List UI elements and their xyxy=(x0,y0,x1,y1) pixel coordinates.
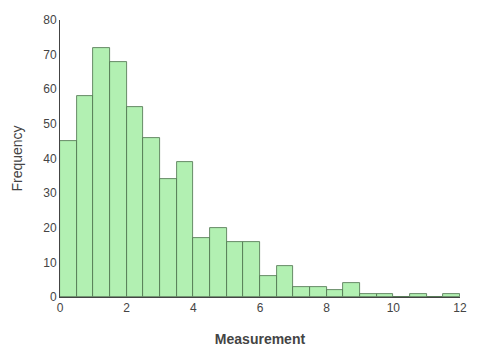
svg-text:20: 20 xyxy=(43,221,57,235)
svg-text:50: 50 xyxy=(43,117,57,131)
svg-text:40: 40 xyxy=(43,152,57,166)
svg-text:8: 8 xyxy=(323,301,330,315)
svg-text:10: 10 xyxy=(387,301,401,315)
svg-text:30: 30 xyxy=(43,186,57,200)
svg-text:6: 6 xyxy=(257,301,264,315)
svg-text:0: 0 xyxy=(57,301,64,315)
svg-text:Measurement: Measurement xyxy=(215,331,306,347)
svg-text:0: 0 xyxy=(50,290,57,304)
svg-text:Frequency: Frequency xyxy=(9,125,25,191)
svg-text:60: 60 xyxy=(43,82,57,96)
svg-text:10: 10 xyxy=(43,256,57,270)
svg-text:4: 4 xyxy=(190,301,197,315)
svg-text:12: 12 xyxy=(453,301,467,315)
svg-text:70: 70 xyxy=(43,48,57,62)
svg-text:80: 80 xyxy=(43,13,57,27)
svg-text:2: 2 xyxy=(123,301,130,315)
